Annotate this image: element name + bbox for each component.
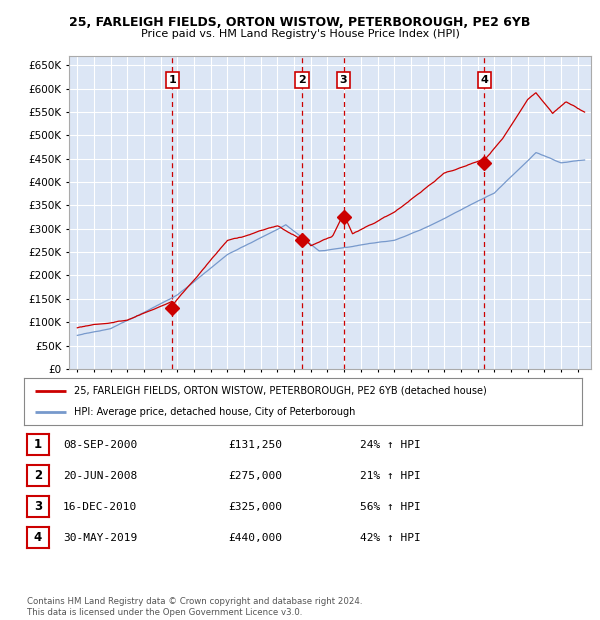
Text: 24% ↑ HPI: 24% ↑ HPI <box>360 440 421 450</box>
Text: 20-JUN-2008: 20-JUN-2008 <box>63 471 137 480</box>
Text: 30-MAY-2019: 30-MAY-2019 <box>63 533 137 542</box>
Text: 2: 2 <box>298 75 306 85</box>
Text: Price paid vs. HM Land Registry's House Price Index (HPI): Price paid vs. HM Land Registry's House … <box>140 29 460 39</box>
Text: 25, FARLEIGH FIELDS, ORTON WISTOW, PETERBOROUGH, PE2 6YB: 25, FARLEIGH FIELDS, ORTON WISTOW, PETER… <box>70 16 530 29</box>
Text: £131,250: £131,250 <box>228 440 282 450</box>
Text: 25, FARLEIGH FIELDS, ORTON WISTOW, PETERBOROUGH, PE2 6YB (detached house): 25, FARLEIGH FIELDS, ORTON WISTOW, PETER… <box>74 386 487 396</box>
Text: £440,000: £440,000 <box>228 533 282 542</box>
Text: 16-DEC-2010: 16-DEC-2010 <box>63 502 137 512</box>
Text: Contains HM Land Registry data © Crown copyright and database right 2024.
This d: Contains HM Land Registry data © Crown c… <box>27 598 362 617</box>
Text: 1: 1 <box>169 75 176 85</box>
Text: 4: 4 <box>481 75 488 85</box>
Text: 3: 3 <box>340 75 347 85</box>
Text: £325,000: £325,000 <box>228 502 282 512</box>
Text: £275,000: £275,000 <box>228 471 282 480</box>
Text: HPI: Average price, detached house, City of Peterborough: HPI: Average price, detached house, City… <box>74 407 356 417</box>
Text: 3: 3 <box>34 500 42 513</box>
Text: 4: 4 <box>34 531 42 544</box>
Text: 08-SEP-2000: 08-SEP-2000 <box>63 440 137 450</box>
Text: 42% ↑ HPI: 42% ↑ HPI <box>360 533 421 542</box>
Text: 1: 1 <box>34 438 42 451</box>
Text: 56% ↑ HPI: 56% ↑ HPI <box>360 502 421 512</box>
Text: 2: 2 <box>34 469 42 482</box>
Text: 21% ↑ HPI: 21% ↑ HPI <box>360 471 421 480</box>
